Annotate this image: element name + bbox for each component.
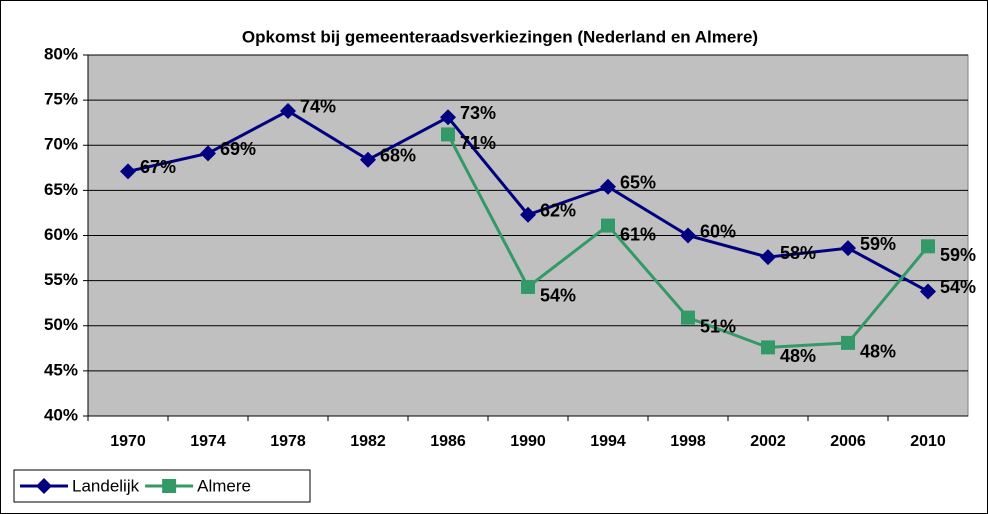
marker [360,151,376,168]
data-label: 58% [780,243,816,263]
marker [680,227,696,244]
data-label: 65% [620,173,656,193]
y-tick-label: 55% [44,270,78,289]
data-label: 71% [460,133,496,153]
marker [200,145,216,162]
marker [921,239,935,254]
x-tick-label: 1978 [270,433,306,450]
y-tick-label: 50% [44,315,78,334]
data-label: 67% [140,157,176,177]
marker [760,249,776,266]
data-label: 69% [220,139,256,159]
data-label: 74% [300,97,336,117]
marker [280,102,296,119]
x-tick-label: 1990 [510,433,546,450]
marker [441,127,455,142]
data-label: 48% [780,346,816,366]
y-tick-label: 75% [44,90,78,109]
data-label: 68% [380,145,416,165]
data-label: 59% [860,234,896,254]
y-tick-label: 70% [44,135,78,154]
y-tick-label: 80% [44,44,78,63]
data-label: 54% [940,277,976,297]
legend-label: Landelijk [72,476,140,495]
data-label: 61% [620,224,656,244]
marker [920,283,936,300]
y-tick-label: 40% [44,405,78,424]
marker [36,478,52,494]
marker [681,310,695,325]
data-label: 59% [940,245,976,265]
legend-label: Almere [197,476,251,495]
data-label: 48% [860,342,896,362]
data-label: 60% [700,221,736,241]
marker [520,206,536,223]
x-tick-label: 2006 [830,433,866,450]
data-label: 62% [540,200,576,220]
x-tick-label: 1974 [190,433,226,450]
marker [162,479,177,493]
marker [601,218,615,233]
x-tick-label: 2010 [910,433,946,450]
x-tick-label: 1998 [670,433,706,450]
data-label: 73% [460,103,496,123]
data-label: 51% [700,316,736,336]
y-tick-label: 45% [44,360,78,379]
marker [521,279,535,294]
marker [120,163,136,180]
chart-title: Opkomst bij gemeenteraadsverkiezingen (N… [242,27,758,46]
y-tick-label: 60% [44,225,78,244]
marker [841,335,855,350]
x-tick-label: 1970 [110,433,146,450]
marker [600,178,616,195]
marker [761,340,775,355]
marker [840,240,856,257]
data-label: 54% [540,286,576,306]
marker [440,109,456,126]
x-tick-label: 1994 [590,433,626,450]
x-tick-label: 2002 [750,433,786,450]
x-tick-label: 1986 [430,433,466,450]
legend: Landelijk Almere [13,469,311,503]
x-tick-label: 1982 [350,433,386,450]
y-tick-label: 65% [44,180,78,199]
